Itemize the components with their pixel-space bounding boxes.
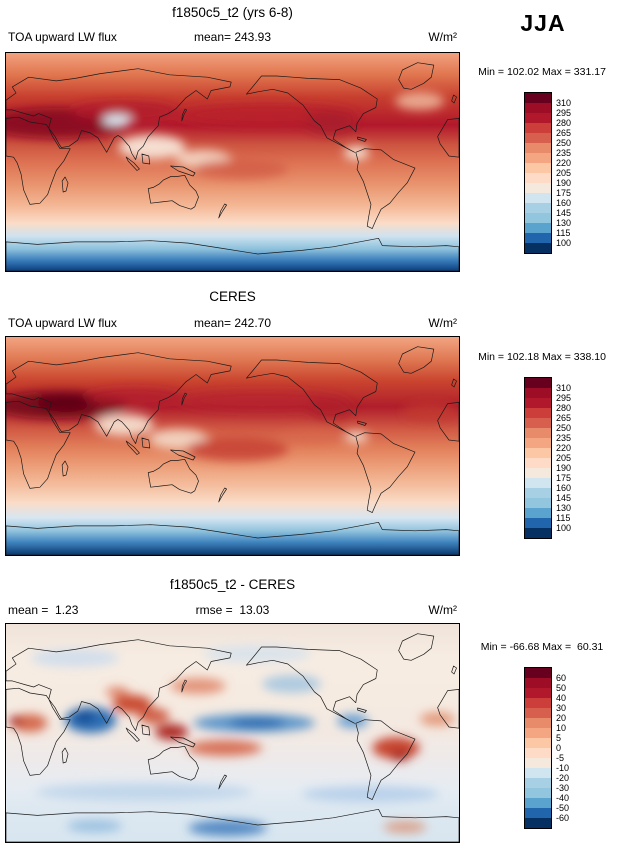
colorbar-ticks: 310 295 280 265 250 235 220 205 190 175 160 145 130 1… — [556, 383, 572, 533]
variable-label: TOA upward LW flux — [8, 316, 117, 330]
colorbar-ticks: 60 50 40 30 20 10 5 0 -5 -10 -20 -30 -40 -50 -60 — [556, 673, 570, 823]
panel-stats-model: TOA upward LW flux mean= 243.93 W/m² — [5, 30, 460, 45]
panel-title-model: f1850c5_t2 (yrs 6-8) — [172, 5, 293, 20]
mean-label: mean= 242.70 — [193, 316, 272, 330]
panel-stats-obs: TOA upward LW flux mean= 242.70 W/m² — [5, 316, 460, 331]
colorbar-model: 310 295 280 265 250 235 220 205 190 175 160 145 130 1… — [524, 92, 594, 254]
colorbar-diff: 60 50 40 30 20 10 5 0 -5 -10 -20 -30 -40 -50 -60 — [524, 667, 594, 829]
units-label: W/m² — [428, 316, 457, 330]
panel-stats-diff: mean = 1.23 rmse = 13.03 W/m² — [5, 603, 460, 618]
colorbar-cells — [524, 667, 552, 829]
rmse-label: rmse = 13.03 — [195, 603, 270, 617]
colorbar-ticks: 310 295 280 265 250 235 220 205 190 175 160 145 130 1… — [556, 98, 572, 248]
minmax-model: Min = 102.02 Max = 331.17 — [478, 66, 606, 78]
units-label: W/m² — [428, 30, 457, 44]
colorbar-cells — [524, 92, 552, 254]
mean-label: mean= 243.93 — [193, 30, 272, 44]
panel-title-diff: f1850c5_t2 - CERES — [169, 577, 296, 592]
map-model — [5, 52, 460, 272]
field-layer — [8, 645, 456, 836]
map-diff — [5, 623, 460, 843]
colorbar-cells — [524, 377, 552, 539]
field-layer — [6, 92, 445, 179]
minmax-obs: Min = 102.18 Max = 338.10 — [478, 351, 606, 363]
season-label: JJA — [520, 10, 566, 36]
variable-label: TOA upward LW flux — [8, 30, 117, 44]
units-label: W/m² — [428, 603, 457, 617]
minmax-diff: Min = -66.68 Max = 60.31 — [480, 641, 604, 653]
panel-title-obs: CERES — [209, 289, 256, 304]
colorbar-obs: 310 295 280 265 250 235 220 205 190 175 160 145 130 1… — [524, 377, 594, 539]
map-obs — [5, 336, 460, 556]
mean-label: mean = 1.23 — [8, 603, 79, 617]
